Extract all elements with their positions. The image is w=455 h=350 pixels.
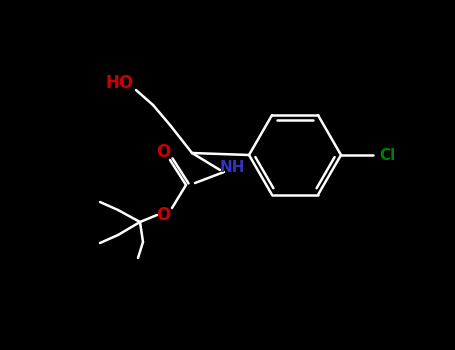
Text: HO: HO: [106, 74, 134, 92]
Text: O: O: [156, 206, 170, 224]
Text: Cl: Cl: [379, 147, 395, 162]
Text: O: O: [156, 143, 170, 161]
Text: NH: NH: [219, 160, 245, 175]
